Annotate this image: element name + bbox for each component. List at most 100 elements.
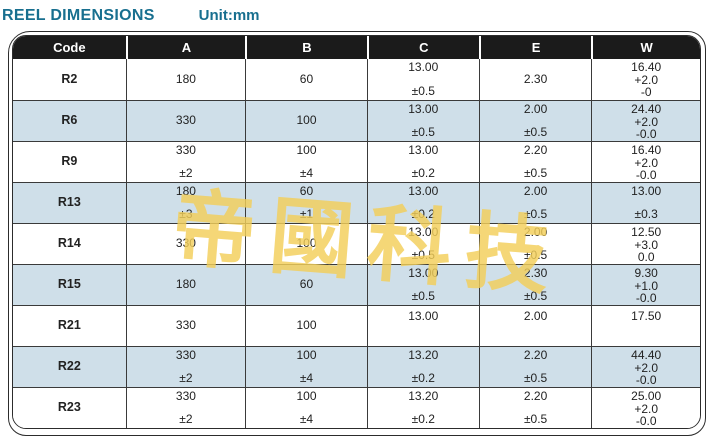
cell-value: ±2 (179, 165, 193, 180)
cell-value: +2.0 (634, 155, 659, 170)
cell-a: 330 (125, 306, 246, 346)
cell-value: 2.00 (523, 309, 548, 323)
cell-value: 13.00 (408, 102, 439, 116)
cell-value: 100 (296, 113, 317, 128)
page-header: REEL DIMENSIONS Unit:mm (0, 0, 715, 25)
cell-value: ±0.5 (523, 206, 548, 221)
cell-b: 60 ±1 (245, 183, 367, 223)
column-header-b: B (245, 36, 367, 59)
cell-value: 13.00 (631, 184, 662, 198)
table-frame: Code A B C E W R2 180 60 13.00 ±0.5 2.30 16.40 +2.0-… (12, 35, 701, 429)
cell-c: 13.00 ±0.2 (366, 142, 479, 182)
cell-code: R6 (61, 113, 78, 128)
cell-w: 17.50 (591, 306, 700, 346)
cell-value: 180 (175, 71, 196, 86)
cell-value: 16.40 (631, 60, 662, 74)
cell-value: 100 (296, 318, 317, 333)
cell-value: ±3 (179, 206, 193, 221)
cell-value: 2.30 (523, 266, 548, 280)
cell-a: 330 ±2 (125, 388, 246, 428)
cell-value: 2.00 (523, 102, 548, 116)
page-title: REEL DIMENSIONS (2, 7, 155, 24)
cell-value: 17.50 (631, 309, 662, 323)
cell-code: R22 (57, 359, 81, 374)
cell-value: 2.00 (523, 225, 548, 239)
cell-value: ±0.2 (411, 206, 435, 221)
cell-value: ±0.2 (411, 370, 435, 385)
cell-value: 330 (175, 236, 196, 251)
cell-w: 16.40 +2.0 -0.0 (591, 142, 700, 182)
cell-value: -0 (640, 85, 652, 99)
column-header-code: Code (53, 40, 86, 55)
cell-e: 2.20 ±0.5 (478, 388, 592, 428)
column-header-e: E (478, 36, 592, 59)
cell-w: 12.50 +3.0 0.0 (591, 224, 700, 264)
cell-value: ±0.5 (411, 288, 435, 303)
cell-w: 24.40 +2.0 -0.0 (591, 101, 700, 141)
cell-value: 100 (296, 236, 317, 251)
cell-code: R14 (57, 236, 81, 251)
cell-value: +2.0 (634, 360, 659, 375)
cell-value: ±0.2 (411, 165, 435, 180)
cell-value: 2.30 (523, 71, 548, 86)
cell-value: ±4 (299, 165, 314, 180)
cell-a: 330 ±2 (125, 347, 246, 387)
cell-code: R15 (57, 277, 81, 292)
cell-value: 2.20 (523, 348, 548, 362)
cell-value: 100 (296, 143, 317, 157)
cell-value: 2.20 (523, 143, 548, 157)
cell-value: 0.0 (637, 250, 655, 264)
cell-value: 13.00 (408, 143, 439, 157)
cell-c: 13.00 ±0.5 (366, 59, 479, 100)
cell-value: ±0.2 (411, 411, 435, 426)
cell-value: 60 (299, 277, 314, 292)
cell-code: R23 (57, 400, 81, 415)
cell-value: 13.00 (408, 225, 439, 239)
cell-value: 24.40 (631, 102, 662, 116)
table-row-r23: R23 330 ±2 100 ±4 13.20 ±0.2 2.20 ±0.5 25.00 +2.0-… (13, 387, 700, 428)
cell-value: 12.50 (631, 225, 662, 239)
cell-value: +2.0 (634, 114, 659, 129)
unit-label: Unit:mm (198, 7, 260, 24)
table-row-r15: R15 180 60 13.00 ±0.5 2.30 ±0.5 9.30 +1.0 -0.0 (13, 264, 700, 305)
cell-value: 9.30 (634, 266, 658, 280)
cell-w: 9.30 +1.0 -0.0 (591, 265, 700, 305)
cell-e: 2.30 ±0.5 (478, 265, 592, 305)
cell-value: -0.0 (635, 373, 657, 387)
table-row-r13: R13 180 ±3 60 ±1 13.00 ±0.2 2.00 ±0.5 13.00 ±0.3 (13, 182, 700, 223)
cell-value: 13.00 (408, 184, 439, 198)
cell-a: 180 ±3 (125, 183, 246, 223)
cell-value: 25.00 (631, 389, 662, 403)
cell-value: ±0.5 (411, 83, 435, 98)
cell-code: R9 (61, 154, 78, 169)
cell-value: ±0.5 (411, 124, 435, 139)
cell-w: 25.00 +2.0 -0.0 (591, 388, 700, 428)
cell-e: 2.30 (478, 59, 592, 100)
cell-value: 13.20 (408, 348, 439, 362)
cell-value: 330 (175, 113, 196, 128)
cell-e: 2.20 ±0.5 (478, 142, 592, 182)
column-header-a: A (125, 36, 246, 59)
cell-value: ±0.5 (523, 247, 548, 262)
cell-b: 100 (245, 224, 367, 264)
cell-value: 60 (299, 184, 314, 198)
cell-a: 180 (125, 59, 246, 100)
cell-code: R13 (57, 195, 81, 210)
cell-value: 180 (175, 184, 196, 198)
cell-c: 13.00 (366, 306, 479, 346)
cell-value: -0.0 (635, 414, 657, 428)
cell-a: 330 (125, 101, 246, 141)
cell-value: ±4 (299, 370, 314, 385)
cell-value: 13.00 (408, 266, 439, 280)
cell-e: 2.00 ±0.5 (478, 224, 592, 264)
cell-value: 100 (296, 389, 317, 403)
cell-a: 330 ±2 (125, 142, 246, 182)
cell-c: 13.00 ±0.5 (366, 224, 479, 264)
cell-value: 44.40 (631, 348, 662, 362)
table-row-r14: R14 330 100 13.00 ±0.5 2.00 ±0.5 12.50 +3.0 0.0 (13, 223, 700, 264)
cell-c: 13.20 ±0.2 (366, 388, 479, 428)
cell-value: ±0.5 (411, 247, 435, 262)
cell-value: -0.0 (635, 291, 657, 305)
table-row-r22: R22 330 ±2 100 ±4 13.20 ±0.2 2.20 ±0.5 44.40 +2.0-… (13, 346, 700, 387)
cell-w: 13.00 ±0.3 (591, 183, 700, 223)
